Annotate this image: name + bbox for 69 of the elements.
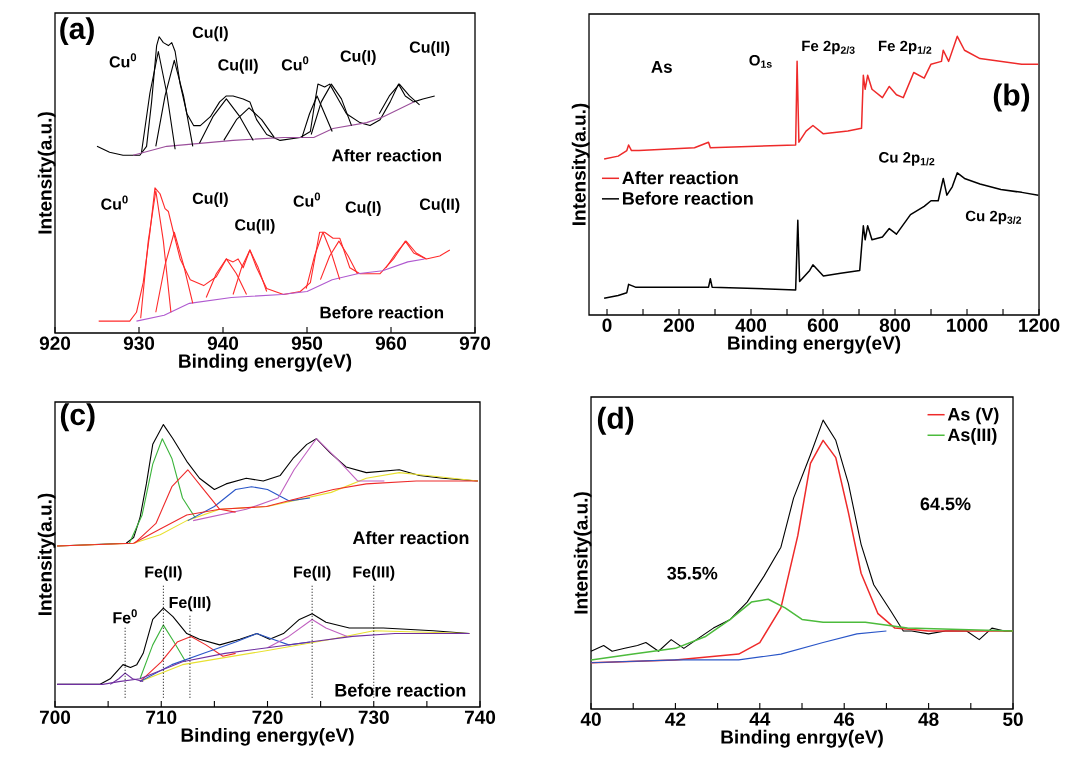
x-axis-title: Binding energy(eV) — [181, 727, 354, 746]
x-tick-label: 42 — [665, 712, 686, 726]
x-tick-label: 970 — [459, 336, 491, 350]
x-tick-label: 710 — [146, 710, 177, 724]
annotation: Cu(II) — [235, 218, 275, 234]
y-axis-title: Intensity(a.u.) — [37, 112, 56, 234]
y-axis-title: Intensity(a.u.) — [573, 492, 592, 614]
ref-line-label: Fe(II) — [145, 565, 182, 581]
x-tick-label: 740 — [464, 710, 496, 724]
annotation: Cu(I) — [340, 49, 376, 65]
annotation: Cu$^{0}$ — [101, 195, 128, 210]
legend-label: As (V) — [947, 407, 999, 425]
ref-line-label: Fe(III) — [169, 596, 211, 612]
annotation: After reaction — [352, 530, 469, 545]
ref-line-label: Fe$^{0}$ — [113, 609, 137, 624]
x-tick-label: 930 — [123, 336, 155, 351]
x-tick-label: 800 — [879, 318, 911, 332]
x-axis-title: Binding enrgy(eV) — [721, 729, 883, 748]
x-tick-label: 400 — [735, 318, 767, 332]
annotation: Cu$^{0}$ — [281, 56, 309, 71]
y-axis-title: Intensity(a.u.) — [37, 493, 56, 615]
annotation: Cu(I) — [192, 26, 228, 42]
y-axis-title: Intensity(a.u.) — [571, 103, 590, 225]
annotation: As — [651, 61, 672, 73]
annotation: Cu 2p$_{3/2}$ — [965, 210, 1022, 225]
ref-line-label: Fe(II) — [294, 565, 331, 581]
annotation: Before reaction — [335, 683, 466, 697]
annotation: 64.5% — [920, 497, 971, 511]
x-tick-label: 44 — [749, 712, 771, 726]
annotation: Cu$^{0}$ — [109, 53, 137, 68]
annotation: Cu(II) — [218, 58, 258, 74]
x-tick-label: 50 — [1003, 712, 1023, 726]
annotation: Cu(II) — [419, 198, 460, 214]
x-axis-title: Binding energy(eV) — [728, 335, 901, 354]
annotation: 35.5% — [667, 566, 718, 580]
annotation: (d) — [597, 406, 634, 435]
x-tick-label: 1000 — [947, 318, 988, 332]
x-tick-label: 1200 — [1019, 318, 1060, 332]
x-tick-label: 600 — [807, 318, 839, 332]
annotation: Fe 2p$_{1/2}$ — [878, 40, 932, 55]
x-tick-label: 0 — [602, 318, 612, 332]
annotation: Cu(I) — [192, 192, 228, 208]
x-tick-label: 40 — [580, 712, 601, 726]
x-tick-label: 730 — [358, 710, 389, 725]
x-tick-label: 940 — [207, 336, 239, 350]
x-tick-label: 720 — [252, 710, 283, 724]
annotation: Cu 2p$_{1/2}$ — [879, 152, 935, 166]
annotation: Fe 2p$_{2/3}$ — [802, 40, 855, 55]
annotation: (b) — [993, 83, 1030, 112]
x-tick-label: 950 — [291, 336, 323, 350]
x-tick-label: 960 — [375, 336, 407, 350]
annotation: (c) — [60, 403, 95, 432]
x-tick-label: 200 — [663, 318, 695, 332]
x-tick-label: 46 — [833, 712, 855, 726]
annotation: Cu(II) — [409, 41, 450, 57]
annotation: O$_{1s}$ — [749, 54, 772, 68]
legend-label: After reaction — [622, 171, 738, 185]
x-tick-label: 920 — [39, 336, 71, 350]
x-tick-label: 700 — [39, 710, 71, 724]
annotation: (a) — [60, 17, 94, 46]
x-tick-label: 48 — [918, 712, 939, 726]
annotation: Before reaction — [320, 306, 444, 319]
x-axis-title: Binding energy(eV) — [179, 353, 352, 372]
annotation: After reaction — [331, 148, 441, 162]
annotation: Cu(I) — [345, 201, 381, 217]
legend-label: As(III) — [947, 427, 997, 445]
annotation: Cu$^{0}$ — [293, 192, 321, 207]
ref-line-label: Fe(III) — [353, 565, 395, 581]
legend-label: Before reaction — [622, 191, 753, 205]
